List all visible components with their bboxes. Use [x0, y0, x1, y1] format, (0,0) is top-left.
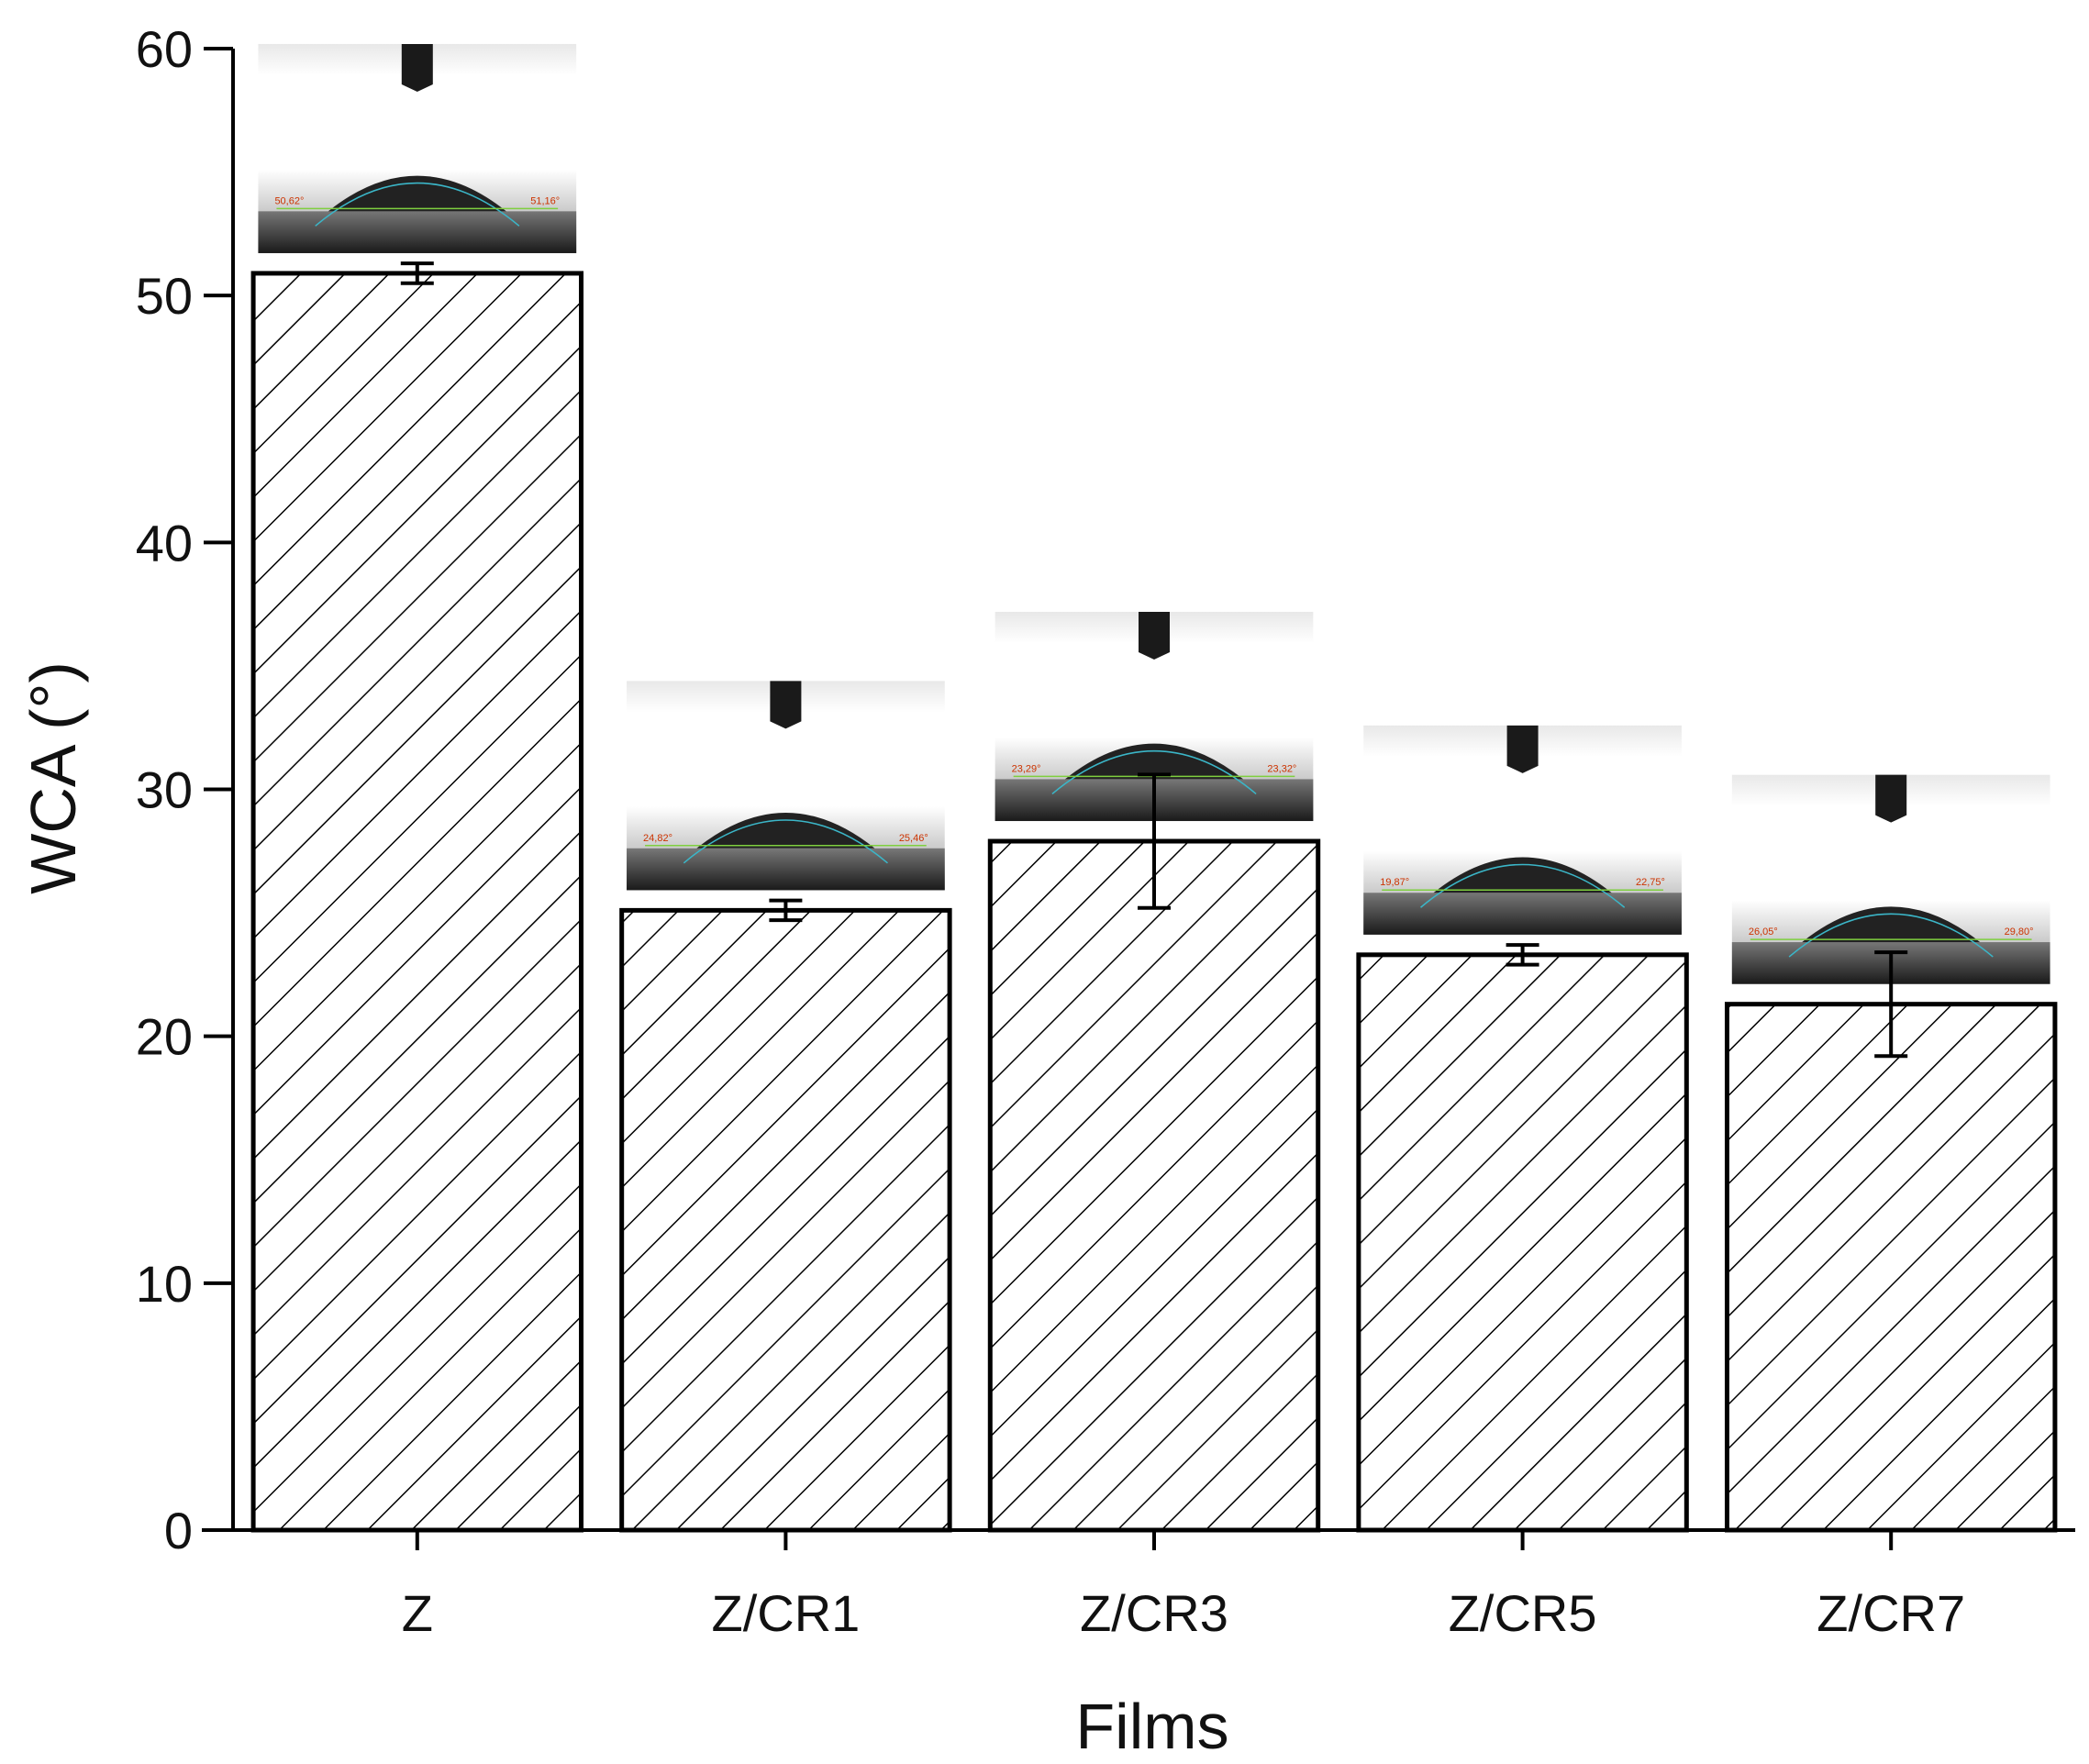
droplet-inset-z-cr5: 19,87° 22,75° [1363, 725, 1682, 935]
y-tick-label: 10 [136, 1255, 193, 1313]
left-angle-label: 24,82° [643, 833, 672, 844]
droplet-icon [328, 175, 506, 212]
y-tick-label: 40 [136, 514, 193, 571]
needle-icon [1506, 725, 1539, 773]
x-tick-label: Z/CR5 [1449, 1584, 1597, 1642]
droplet-inset-z-cr1: 24,82° 25,46° [627, 681, 945, 891]
droplet-icon [1802, 906, 1981, 943]
needle-icon [401, 43, 433, 92]
needle-icon [1139, 612, 1170, 660]
error-bars [400, 261, 1908, 1059]
droplet-icon [696, 813, 875, 849]
droplet-contour [1420, 863, 1626, 908]
droplet-contour [315, 182, 520, 227]
needle-icon [1875, 774, 1907, 823]
droplet-contour [1788, 913, 1994, 958]
droplet-insets: 50,62° 51,16° 24,82° 25,46° 23,29° 23,32° 19,8… [258, 43, 2050, 984]
x-axis-title: Films [1075, 1691, 1228, 1762]
right-angle-label: 25,46° [899, 833, 928, 844]
droplet-icon [1433, 857, 1612, 893]
left-angle-label: 50,62° [274, 195, 304, 206]
droplet-contour [1051, 750, 1257, 794]
y-tick-label: 20 [136, 1008, 193, 1066]
right-angle-label: 22,75° [1636, 877, 1665, 888]
x-tick-label: Z/CR1 [712, 1584, 861, 1642]
left-angle-label: 19,87° [1380, 877, 1409, 888]
inset-substrate [627, 848, 945, 891]
error-bar-z-cr7 [1874, 950, 1908, 1059]
left-angle-label: 23,29° [1012, 763, 1041, 774]
y-tick-label: 60 [136, 20, 193, 78]
axes: Z Z/CR1 Z/CR3 Z/CR5 Z/CR7 0 10 20 30 40 50 60 [136, 20, 2075, 1642]
bars [250, 271, 2058, 1533]
droplet-icon [1064, 743, 1244, 780]
bar-z-cr7 [1724, 1002, 2058, 1533]
bar-z-cr5 [1356, 952, 1689, 1533]
inset-substrate [258, 211, 577, 253]
right-angle-label: 51,16° [530, 195, 560, 206]
left-angle-label: 26,05° [1749, 926, 1778, 937]
y-tick-label: 30 [136, 761, 193, 819]
x-tick-label: Z [402, 1584, 433, 1642]
bar-z-cr3 [987, 838, 1321, 1533]
y-axis-title: WCA (°) [17, 661, 89, 894]
x-tick-label: Z/CR7 [1817, 1584, 1965, 1642]
error-bar-z [400, 261, 434, 285]
y-tick-label: 50 [136, 267, 193, 325]
bar-z-cr1 [619, 907, 952, 1533]
error-bar-z-cr3 [1138, 772, 1171, 910]
inset-substrate [1363, 893, 1682, 935]
error-bar-z-cr5 [1506, 943, 1539, 967]
right-angle-label: 29,80° [2005, 926, 2034, 937]
y-tick-label: 0 [164, 1502, 193, 1559]
droplet-contour [683, 819, 888, 864]
droplet-inset-z: 50,62° 51,16° [258, 43, 577, 253]
right-angle-label: 23,32° [1267, 763, 1296, 774]
x-tick-label: Z/CR3 [1080, 1584, 1228, 1642]
needle-icon [770, 681, 802, 729]
error-bar-z-cr1 [769, 898, 803, 923]
bar-z [250, 271, 584, 1533]
droplet-inset-z-cr7: 26,05° 29,80° [1731, 774, 2050, 984]
